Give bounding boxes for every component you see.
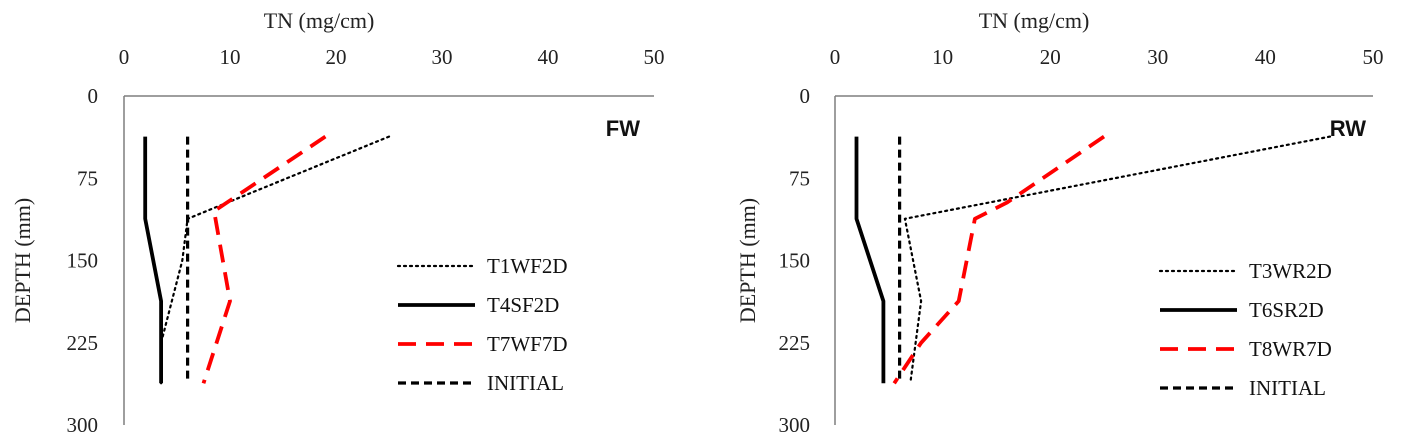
- x-tick-label: 0: [830, 45, 841, 69]
- y-axis-title: DEPTH (mm): [735, 198, 760, 323]
- legend-label: INITIAL: [1249, 376, 1326, 400]
- x-tick-label: 20: [1040, 45, 1061, 69]
- chart-panel-fw: TN (mg/cm) 0 10 20 30 40 50 0 75 150 225 300 DEPTH (…: [10, 8, 665, 437]
- series-line-t1wf2d: [160, 135, 391, 385]
- series-line-t7wf7d: [201, 135, 327, 384]
- series-line-t3wr2d: [903, 135, 1332, 385]
- x-tick-label: 20: [326, 45, 347, 69]
- x-axis-title: TN (mg/cm): [264, 8, 375, 33]
- x-tick-label: 30: [1147, 45, 1168, 69]
- y-tick-label: 150: [67, 249, 99, 273]
- panel-label: RW: [1330, 116, 1366, 141]
- legend-label: T3WR2D: [1249, 259, 1332, 283]
- x-tick-label: 40: [538, 45, 559, 69]
- series-line-t4sf2d: [143, 136, 164, 384]
- legend-label: T4SF2D: [487, 293, 559, 317]
- series-line-t6sr2d: [854, 136, 886, 384]
- panel-label: FW: [606, 116, 640, 141]
- y-tick-label: 0: [800, 84, 811, 108]
- y-tick-label: 300: [779, 413, 811, 437]
- x-tick-label: 40: [1255, 45, 1276, 69]
- y-tick-label: 225: [779, 331, 811, 355]
- y-tick-label: 300: [67, 413, 99, 437]
- y-tick-label: 75: [77, 166, 98, 190]
- x-tick-label: 50: [644, 45, 665, 69]
- legend-label: T6SR2D: [1249, 298, 1324, 322]
- x-tick-label: 10: [932, 45, 953, 69]
- legend: T3WR2D T6SR2D T8WR7D INITIAL: [1158, 259, 1332, 400]
- legend: T1WF2D T4SF2D T7WF7D INITIAL: [396, 254, 568, 395]
- x-tick-label: 30: [432, 45, 453, 69]
- legend-label: T7WF7D: [487, 332, 568, 356]
- y-tick-label: 0: [88, 84, 99, 108]
- series-line-t8wr7d: [892, 135, 1106, 385]
- x-tick-label: 0: [119, 45, 130, 69]
- y-tick-label: 75: [789, 166, 810, 190]
- legend-label: INITIAL: [487, 371, 564, 395]
- x-tick-label: 10: [220, 45, 241, 69]
- legend-label: T8WR7D: [1249, 337, 1332, 361]
- legend-label: T1WF2D: [487, 254, 568, 278]
- x-axis-title: TN (mg/cm): [979, 8, 1090, 33]
- chart-panel-rw: TN (mg/cm) 0 10 20 30 40 50 0 75 150 225 300 DEPTH (…: [735, 8, 1384, 437]
- x-tick-label: 50: [1363, 45, 1384, 69]
- y-tick-label: 225: [67, 331, 99, 355]
- y-axis-title: DEPTH (mm): [10, 198, 35, 323]
- y-tick-label: 150: [779, 249, 811, 273]
